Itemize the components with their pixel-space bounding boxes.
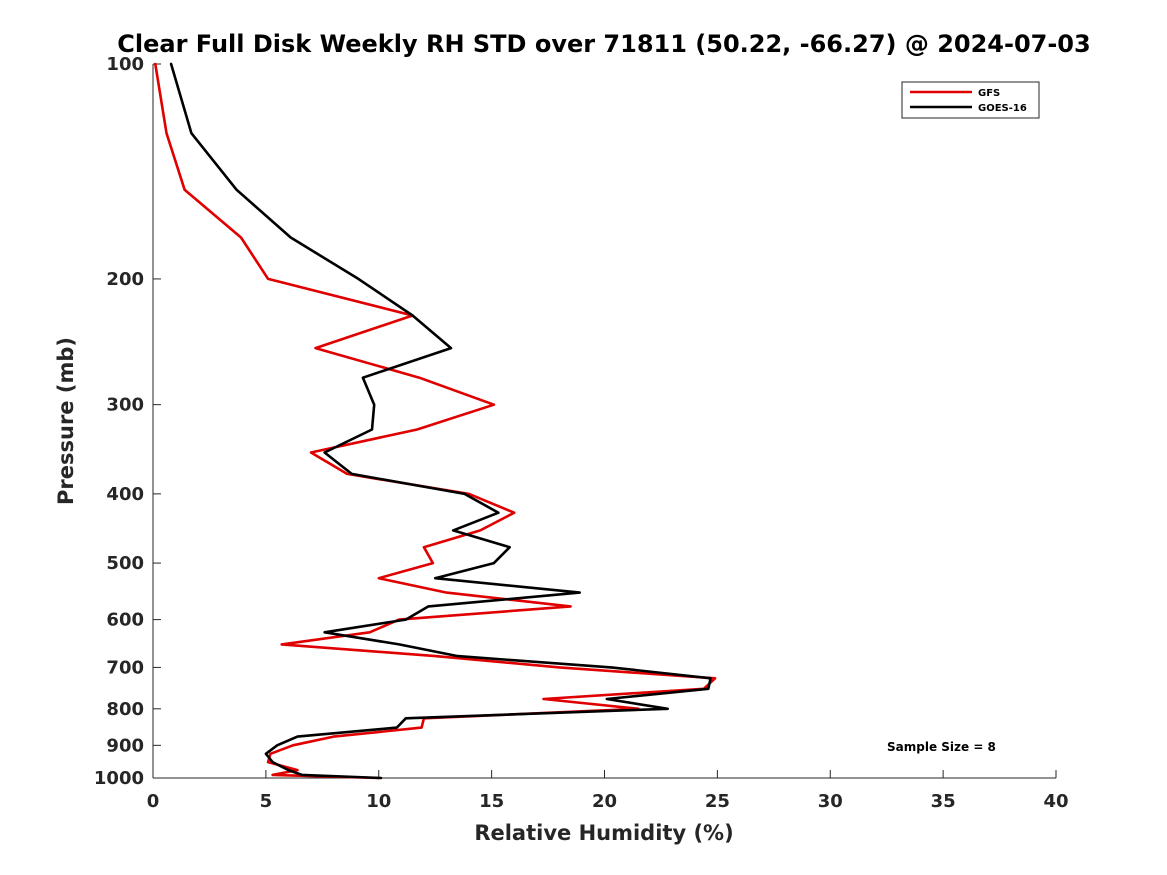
x-tick-label-10: 10 bbox=[366, 791, 391, 812]
y-tick-label-300: 300 bbox=[106, 395, 144, 416]
sample-size-annotation: Sample Size = 8 bbox=[887, 740, 996, 754]
x-tick-label-40: 40 bbox=[1043, 791, 1068, 812]
y-tick-label-500: 500 bbox=[106, 553, 144, 574]
y-tick-label-700: 700 bbox=[106, 657, 144, 678]
plot-area bbox=[154, 62, 717, 780]
x-tick-label-15: 15 bbox=[479, 791, 504, 812]
x-tick-label-30: 30 bbox=[818, 791, 843, 812]
legend-box bbox=[901, 81, 1040, 119]
y-tick-label-400: 400 bbox=[106, 484, 144, 505]
y-axis-label: Pressure (mb) bbox=[54, 337, 78, 505]
x-tick-label-25: 25 bbox=[705, 791, 730, 812]
y-tick-label-1000: 1000 bbox=[94, 768, 144, 789]
legend-label-gfs: GFS bbox=[978, 88, 1000, 99]
x-tick-label-35: 35 bbox=[931, 791, 956, 812]
y-tick-label-100: 100 bbox=[106, 54, 144, 75]
x-axis-ticks: 0 5 10 15 20 25 30 35 40 bbox=[147, 770, 1069, 812]
series-line-goes-16 bbox=[169, 62, 712, 780]
legend-label-goes-16: GOES-16 bbox=[978, 103, 1027, 114]
y-tick-label-600: 600 bbox=[106, 610, 144, 631]
x-axis-label: Relative Humidity (%) bbox=[474, 821, 733, 845]
y-tick-label-200: 200 bbox=[106, 269, 144, 290]
legend: GFS GOES-16 bbox=[901, 81, 1040, 119]
y-tick-label-800: 800 bbox=[106, 699, 144, 720]
x-tick-label-20: 20 bbox=[592, 791, 617, 812]
y-axis-ticks: 100 200 300 400 500 600 700 800 900 1000 bbox=[94, 54, 161, 789]
x-tick-label-0: 0 bbox=[147, 791, 160, 812]
y-tick-label-900: 900 bbox=[106, 735, 144, 756]
series-line-gfs bbox=[154, 62, 717, 780]
x-tick-label-5: 5 bbox=[260, 791, 273, 812]
chart-title: Clear Full Disk Weekly RH STD over 71811… bbox=[117, 30, 1090, 58]
